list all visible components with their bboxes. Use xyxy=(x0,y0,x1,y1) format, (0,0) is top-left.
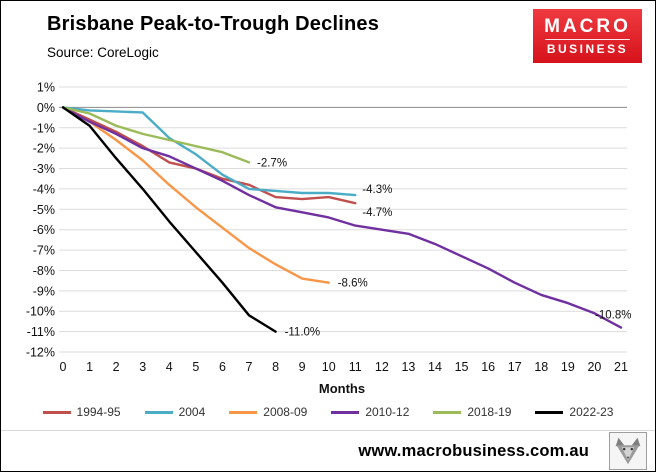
annotation--11.0%: -11.0% xyxy=(285,327,321,339)
legend-item-1994-95: 1994-95 xyxy=(42,405,121,419)
y-tick-label: -11% xyxy=(27,325,55,339)
logo-divider xyxy=(544,39,630,40)
x-tick-label: 20 xyxy=(587,360,601,374)
legend-item-2022-23: 2022-23 xyxy=(535,405,613,419)
y-tick-label: -1% xyxy=(33,121,55,135)
x-tick-label: 10 xyxy=(322,360,336,374)
series-line-2008-09 xyxy=(61,106,330,284)
y-tick-label: -7% xyxy=(33,244,55,258)
legend-item-2008-09: 2008-09 xyxy=(229,405,307,419)
x-tick-label: 19 xyxy=(561,360,575,374)
x-tick-label: 0 xyxy=(60,360,67,374)
y-tick-label: -8% xyxy=(33,264,55,278)
legend-label-2022-23: 2022-23 xyxy=(569,405,614,419)
y-tick-label: -10% xyxy=(26,305,55,319)
x-tick-label: 12 xyxy=(375,360,389,374)
macrobusiness-logo: MACRO BUSINESS xyxy=(533,9,642,63)
series-line-2018-19 xyxy=(61,106,251,164)
x-tick-label: 7 xyxy=(246,360,253,374)
legend-label-2018-19: 2018-19 xyxy=(467,405,512,419)
footer-url: www.macrobusiness.com.au xyxy=(358,441,589,460)
x-tick-label: 15 xyxy=(455,360,469,374)
y-tick-label: -6% xyxy=(33,223,55,237)
annotation--4.3%: -4.3% xyxy=(362,184,392,196)
series-line-2010-12 xyxy=(61,106,623,329)
annotation--10.8%: -10.8% xyxy=(595,310,631,322)
legend-swatch-2022-23 xyxy=(535,410,564,414)
y-tick-label: -3% xyxy=(33,162,55,176)
y-tick-label: -12% xyxy=(26,346,55,360)
legend-swatch-2010-12 xyxy=(331,410,360,414)
x-tick-label: 21 xyxy=(614,360,628,374)
legend-label-1994-95: 1994-95 xyxy=(76,405,121,419)
x-tick-label: 17 xyxy=(508,360,522,374)
legend: 1994-95 2004 2008-09 2010-12 2018-19 202… xyxy=(1,405,655,419)
legend-swatch-1994-95 xyxy=(42,410,71,414)
x-tick-label: 14 xyxy=(428,360,442,374)
source-label: Source: CoreLogic xyxy=(47,45,159,60)
chart-svg: 1% 0% -1% -2% -3% -4% -5% -6% -7% -8% -9% -10% -11% -… xyxy=(26,81,632,397)
y-tick-label: 0% xyxy=(37,101,55,115)
logo-text-business: BUSINESS xyxy=(546,42,629,56)
annotation--8.6%: -8.6% xyxy=(338,278,368,290)
x-tick-label: 3 xyxy=(139,360,146,374)
y-tick-label: -4% xyxy=(33,182,55,196)
x-tick-label: 13 xyxy=(401,360,415,374)
footer: www.macrobusiness.com.au xyxy=(1,430,655,471)
legend-item-2004: 2004 xyxy=(144,405,206,419)
annotation--2.7%: -2.7% xyxy=(257,157,287,169)
legend-item-2010-12: 2010-12 xyxy=(331,405,409,419)
x-tick-label: 16 xyxy=(481,360,495,374)
y-tick-label: -5% xyxy=(33,203,55,217)
x-tick-label: 8 xyxy=(272,360,279,374)
x-tick-label: 4 xyxy=(166,360,173,374)
legend-item-2018-19: 2018-19 xyxy=(433,405,511,419)
y-tick-label: -2% xyxy=(33,142,55,156)
x-tick-label: 1 xyxy=(86,360,93,374)
legend-label-2008-09: 2008-09 xyxy=(263,405,308,419)
y-tick-label: 1% xyxy=(37,81,55,95)
series-line-2004 xyxy=(61,106,357,197)
x-tick-label: 11 xyxy=(349,360,362,374)
x-tick-label: 2 xyxy=(113,360,120,374)
logo-text-macro: MACRO xyxy=(544,16,631,37)
series-line-2022-23 xyxy=(61,106,277,333)
legend-swatch-2008-09 xyxy=(229,410,258,414)
y-tick-label: -9% xyxy=(33,284,55,298)
x-tick-label: 5 xyxy=(192,360,199,374)
x-axis-title: Months xyxy=(319,381,365,396)
x-tick-label: 18 xyxy=(534,360,548,374)
page-title: Brisbane Peak-to-Trough Declines xyxy=(47,13,380,35)
x-tick-label: 6 xyxy=(219,360,226,374)
annotation--4.7%: -4.7% xyxy=(362,207,392,219)
wolf-icon xyxy=(609,432,647,470)
legend-label-2010-12: 2010-12 xyxy=(365,405,410,419)
legend-label-2004: 2004 xyxy=(178,405,206,419)
legend-swatch-2004 xyxy=(144,410,173,414)
x-tick-label: 9 xyxy=(299,360,306,374)
legend-swatch-2018-19 xyxy=(433,410,462,414)
